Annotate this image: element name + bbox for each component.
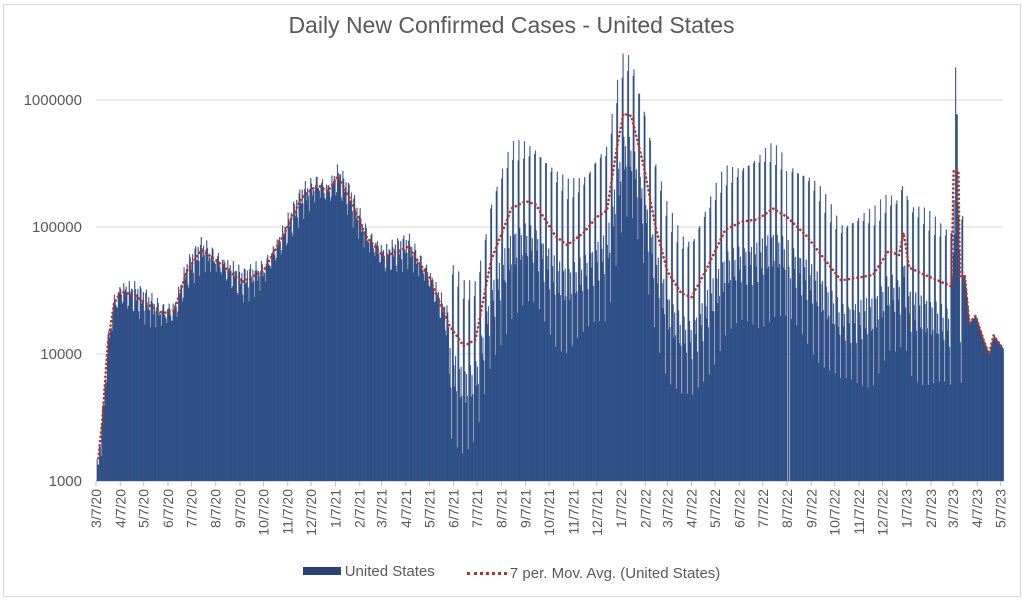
x-tick-label: 8/7/22 bbox=[779, 489, 795, 528]
x-tick-label: 5/7/20 bbox=[136, 489, 152, 528]
moving-average-line bbox=[97, 112, 1005, 460]
y-axis-labels: 1000 10000 100000 1000000 bbox=[24, 92, 82, 490]
x-tick-label: 6/7/20 bbox=[160, 489, 176, 528]
y-tick-label: 1000000 bbox=[24, 92, 82, 109]
x-tick-label: 12/7/21 bbox=[589, 489, 605, 536]
y-tick-label: 1000 bbox=[49, 473, 82, 490]
legend-label-moving-average: 7 per. Mov. Avg. (United States) bbox=[509, 565, 721, 582]
x-tick-label: 9/7/20 bbox=[232, 489, 248, 528]
x-tick-label: 7/7/20 bbox=[183, 489, 199, 528]
x-tick-label: 2/7/23 bbox=[923, 489, 939, 528]
x-tick-label: 5/7/21 bbox=[421, 489, 437, 528]
x-tick-label: 11/7/20 bbox=[280, 489, 296, 535]
x-tick-label: 1/7/22 bbox=[613, 489, 629, 528]
x-tick-label: 10/7/20 bbox=[255, 489, 271, 536]
x-tick-label: 3/7/22 bbox=[659, 489, 675, 528]
x-tick-label: 3/7/20 bbox=[88, 489, 104, 528]
legend-dotted-line-swatch bbox=[466, 572, 507, 575]
x-tick-label: 9/7/22 bbox=[803, 489, 819, 528]
x-tick-label: 4/7/23 bbox=[969, 489, 985, 528]
x-tick-label: 3/7/23 bbox=[945, 489, 961, 528]
y-tick-label: 10000 bbox=[40, 346, 82, 363]
x-tick-label: 12/7/22 bbox=[874, 489, 890, 536]
legend-bar-swatch bbox=[302, 567, 341, 575]
x-tick-label: 6/7/22 bbox=[731, 489, 747, 528]
x-tick-label: 4/7/21 bbox=[398, 489, 414, 528]
chart-frame bbox=[3, 4, 1021, 597]
x-tick-label: 2/7/22 bbox=[637, 489, 653, 528]
bar-series-united-states bbox=[96, 53, 1004, 482]
moving-average-series bbox=[97, 112, 1005, 460]
legend-item-united-states[interactable]: United States bbox=[302, 562, 435, 580]
legend-label-united-states: United States bbox=[344, 562, 435, 580]
x-tick-label: 7/7/21 bbox=[469, 489, 485, 528]
x-tick-label: 12/7/20 bbox=[303, 489, 319, 536]
x-tick-label: 9/7/21 bbox=[518, 489, 534, 528]
x-tick-label: 11/7/21 bbox=[565, 489, 581, 535]
x-tick-label: 6/7/21 bbox=[446, 489, 462, 528]
x-tick-label: 10/7/22 bbox=[827, 489, 843, 536]
x-tick-label: 2/7/21 bbox=[352, 489, 368, 528]
x-tick-label: 7/7/22 bbox=[755, 489, 771, 528]
x-tick-label: 1/7/23 bbox=[899, 489, 915, 528]
daily-case-bars bbox=[96, 53, 1004, 482]
chart-title: Daily New Confirmed Cases - United State… bbox=[288, 12, 735, 38]
x-axis: 3/7/20 4/7/20 5/7/20 6/7/20 7/7/20 8/7/20 9/7/… bbox=[88, 481, 1009, 536]
x-tick-label: 3/7/21 bbox=[374, 489, 390, 528]
x-tick-label: 11/7/22 bbox=[851, 489, 867, 535]
x-tick-label: 10/7/21 bbox=[541, 489, 557, 536]
x-tick-label: 5/7/22 bbox=[707, 489, 723, 528]
x-tick-label: 8/7/20 bbox=[208, 489, 224, 528]
x-tick-label: 4/7/20 bbox=[112, 489, 128, 528]
legend: United States 7 per. Mov. Avg. (United S… bbox=[0, 562, 1023, 582]
x-tick-label: 4/7/22 bbox=[684, 489, 700, 528]
x-tick-label: 8/7/21 bbox=[493, 489, 509, 528]
x-tick-label: 1/7/21 bbox=[327, 489, 343, 528]
legend-item-moving-average[interactable]: 7 per. Mov. Avg. (United States) bbox=[466, 565, 721, 582]
x-tick-label: 5/7/23 bbox=[993, 489, 1009, 528]
y-tick-label: 100000 bbox=[32, 219, 82, 236]
